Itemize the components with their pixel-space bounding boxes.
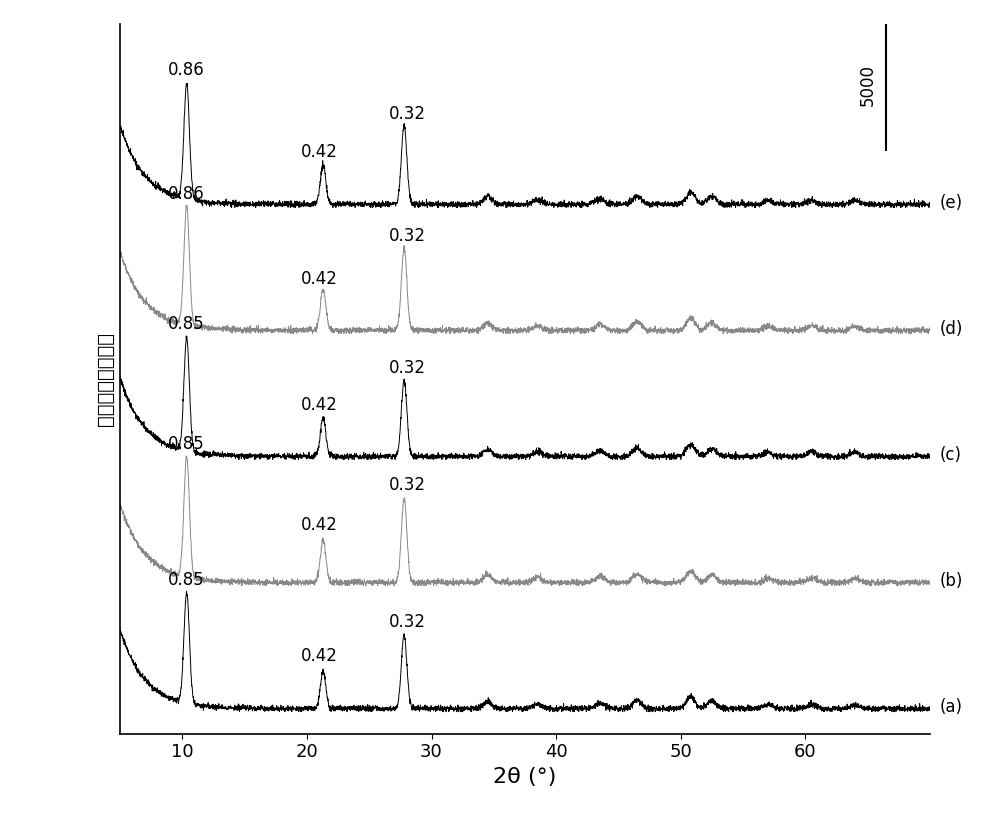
Text: 0.86: 0.86 xyxy=(168,61,205,79)
Text: 0.42: 0.42 xyxy=(301,143,338,161)
Text: 0.85: 0.85 xyxy=(168,315,205,333)
X-axis label: 2θ (°): 2θ (°) xyxy=(493,767,557,786)
Text: 0.86: 0.86 xyxy=(168,185,205,203)
Text: 0.42: 0.42 xyxy=(301,396,338,414)
Y-axis label: 强度（脉冲计数）: 强度（脉冲计数） xyxy=(95,332,114,426)
Text: 0.42: 0.42 xyxy=(301,516,338,534)
Text: 0.42: 0.42 xyxy=(301,271,338,289)
Text: (b): (b) xyxy=(940,572,963,590)
Text: 0.32: 0.32 xyxy=(389,227,426,245)
Text: 0.85: 0.85 xyxy=(168,434,205,452)
Text: 5000: 5000 xyxy=(858,64,876,106)
Text: (c): (c) xyxy=(940,446,962,464)
Text: (a): (a) xyxy=(940,698,963,716)
Text: 0.42: 0.42 xyxy=(301,647,338,665)
Text: 0.32: 0.32 xyxy=(389,477,426,495)
Text: 0.32: 0.32 xyxy=(389,613,426,631)
Text: 0.32: 0.32 xyxy=(389,359,426,377)
Text: 0.85: 0.85 xyxy=(168,571,205,589)
Text: (d): (d) xyxy=(940,320,963,338)
Text: 0.32: 0.32 xyxy=(389,105,426,123)
Text: (e): (e) xyxy=(940,194,963,212)
